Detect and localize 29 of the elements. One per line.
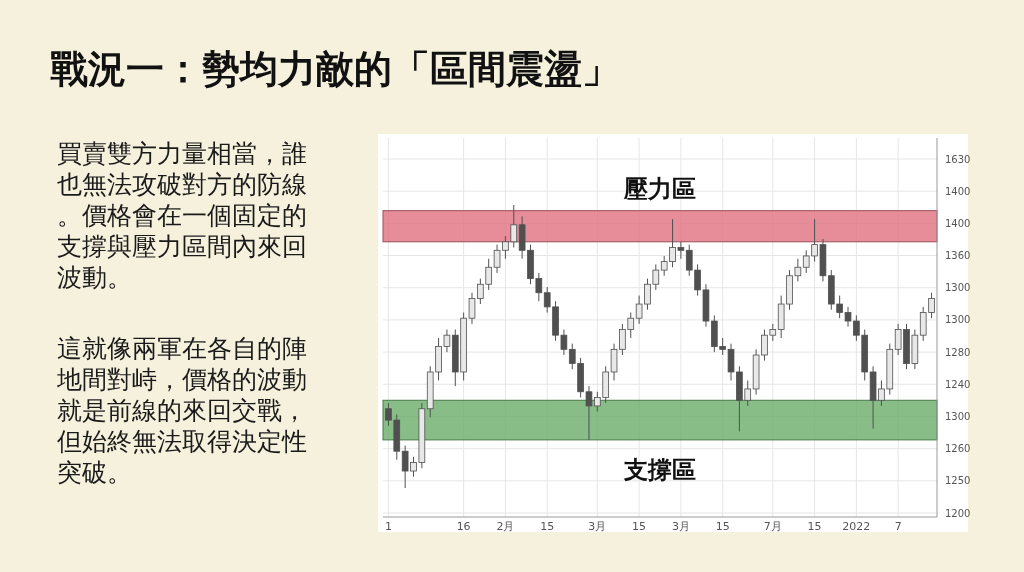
text: 1280 bbox=[945, 346, 971, 358]
x-tick-label: 15 bbox=[540, 520, 555, 533]
text: 1400 bbox=[945, 217, 971, 229]
text: 1360 bbox=[945, 250, 971, 262]
x-tick-label: 2月 bbox=[496, 520, 515, 533]
x-tick-label: 1 bbox=[384, 520, 392, 533]
text: 這就像兩軍在各自的陣地間對峙，價格的波動就是前線的來回交戰，但始終無法取得決定性突破。 bbox=[56, 334, 307, 487]
text: 1300 bbox=[945, 410, 971, 422]
x-tick-label: 3月 bbox=[588, 520, 607, 533]
x-tick-label: 16 bbox=[456, 520, 471, 533]
text: 1630 bbox=[945, 153, 971, 165]
text: 1300 bbox=[945, 314, 971, 326]
band-label: 支撐區 bbox=[623, 455, 696, 484]
text: 1250 bbox=[945, 475, 971, 487]
x-tick-label: 15 bbox=[715, 520, 730, 533]
x-tick-label: 15 bbox=[632, 520, 647, 533]
x-tick-label: 7 bbox=[894, 520, 902, 533]
text: 戰況一：勢均力敵的「區間震盪」 bbox=[50, 46, 620, 91]
text: 1400 bbox=[945, 185, 971, 197]
text: 1300 bbox=[945, 282, 971, 294]
text: 1260 bbox=[945, 443, 971, 455]
text: 買賣雙方力量相當，誰也無法攻破對方的防線。價格會在一個固定的支撐與壓力區間內來回波動。 bbox=[57, 139, 307, 292]
text: 1240 bbox=[945, 378, 971, 390]
x-tick-label: 15 bbox=[807, 520, 822, 533]
text: 1200 bbox=[945, 507, 971, 519]
x-tick-label: 3月 bbox=[671, 520, 690, 533]
x-tick-label: 7月 bbox=[763, 520, 782, 533]
x-tick-label: 2022 bbox=[842, 520, 871, 533]
band-label: 壓力區 bbox=[623, 174, 696, 203]
